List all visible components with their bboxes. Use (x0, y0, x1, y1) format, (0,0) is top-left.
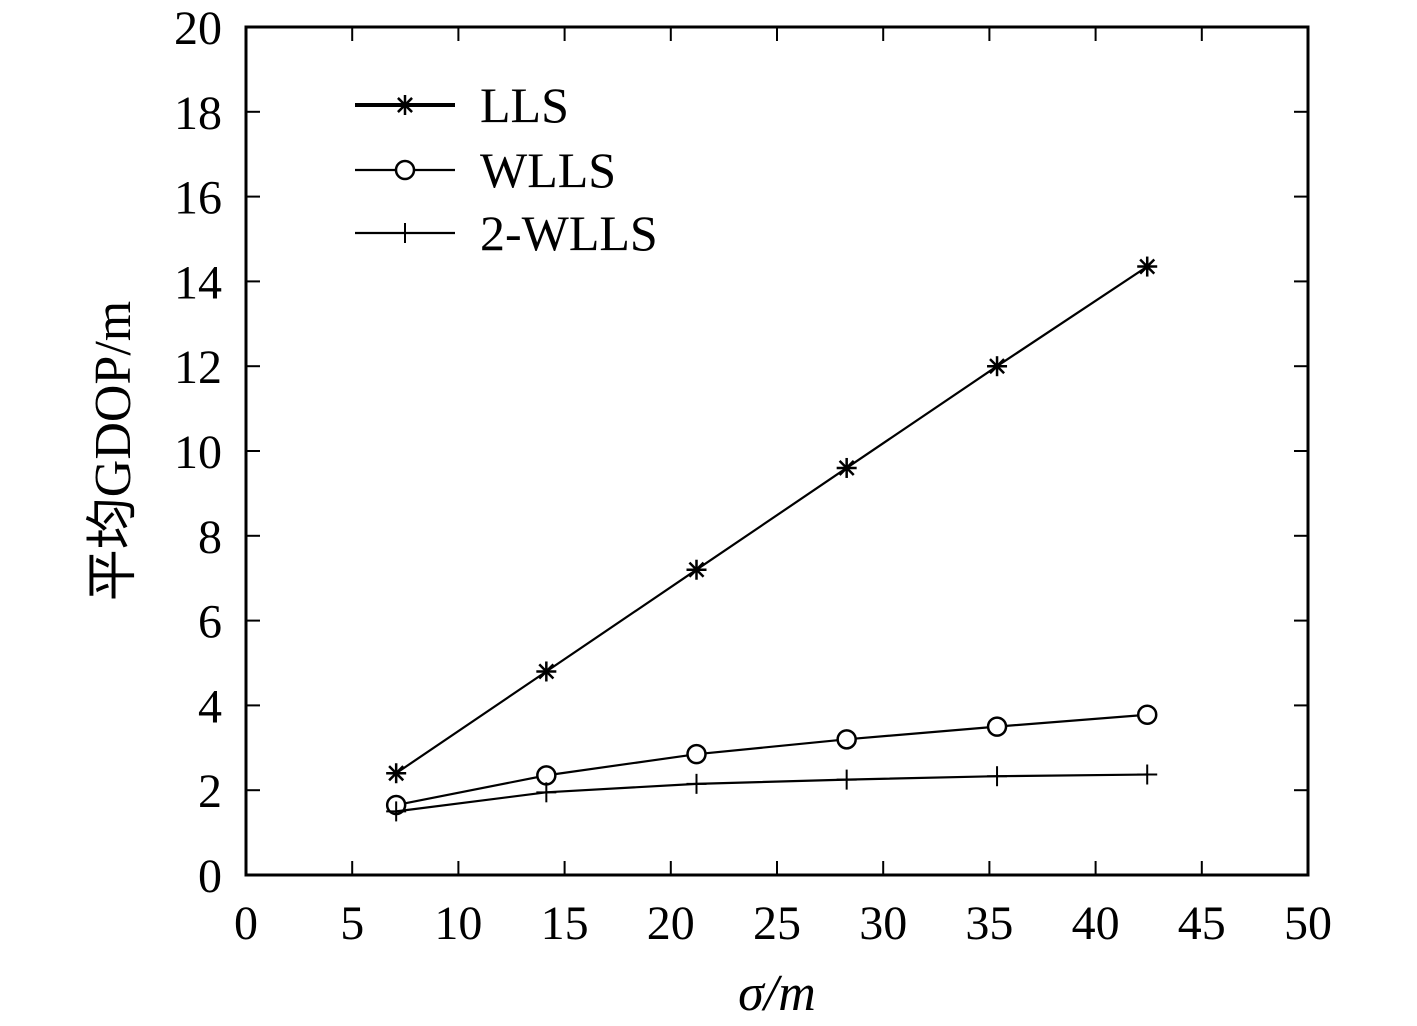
legend-marker-lls (395, 95, 415, 115)
legend-marker-2-wlls (395, 223, 415, 243)
x-tick-label: 35 (965, 897, 1013, 950)
circle-shape (1136, 704, 1158, 725)
y-tick-label: 14 (174, 256, 222, 309)
point-wlls (1136, 704, 1158, 725)
asterisk-stroke (388, 765, 405, 782)
x-tick-label: 25 (753, 897, 801, 950)
circle-shape (686, 743, 707, 765)
legend-marker-wlls (394, 159, 416, 181)
legend-item-lls: LLS (355, 77, 569, 133)
x-tick-label: 0 (234, 897, 258, 950)
circle-shape (986, 716, 1008, 737)
y-tick-label: 16 (174, 172, 222, 225)
circle-shape (394, 159, 416, 181)
point-wlls (686, 743, 707, 765)
point-lls (987, 356, 1008, 377)
point-2-wlls (686, 773, 707, 794)
point-2-wlls (1137, 764, 1158, 785)
circle-shape (536, 765, 557, 786)
asterisk-stroke (397, 97, 413, 113)
series-wlls (385, 704, 1158, 816)
series-line-lls (395, 265, 1148, 775)
y-tick-label: 10 (174, 426, 222, 479)
y-tick-label: 20 (174, 2, 222, 55)
y-tick-label: 12 (174, 341, 222, 394)
y-axis-title: 平均GDOP/m (85, 301, 142, 601)
legend: LLS WLLS 2-WLLS (355, 77, 658, 261)
series-line-wlls (395, 713, 1148, 807)
axis-ticks (245, 26, 1309, 876)
x-axis-title: σ/m (738, 965, 816, 1022)
x-tick-label: 45 (1178, 897, 1226, 950)
series-2-wlls (386, 764, 1158, 822)
y-tick-label: 6 (198, 596, 222, 649)
asterisk-stroke (688, 561, 705, 578)
point-wlls (536, 765, 557, 786)
asterisk-stroke (838, 460, 855, 476)
legend-label-2-wlls: 2-WLLS (480, 205, 658, 261)
point-lls (686, 559, 707, 580)
asterisk-stroke (1139, 258, 1156, 275)
x-tick-labels: 0 5 10 15 20 25 30 35 40 45 50 (234, 897, 1332, 950)
legend-item-wlls: WLLS (355, 142, 616, 198)
y-tick-label: 4 (198, 680, 222, 733)
point-2-wlls (536, 782, 557, 803)
point-lls (536, 661, 557, 682)
series-lls (386, 256, 1158, 784)
y-tick-label: 0 (198, 850, 222, 903)
point-2-wlls (836, 769, 857, 790)
x-tick-label: 30 (859, 897, 907, 950)
point-lls (1137, 256, 1158, 277)
x-tick-label: 15 (541, 897, 589, 950)
asterisk-stroke (989, 358, 1006, 375)
legend-item-2-wlls: 2-WLLS (355, 205, 658, 261)
point-2-wlls (987, 766, 1008, 787)
asterisk-stroke (538, 663, 555, 680)
x-tick-label: 10 (434, 897, 482, 950)
y-tick-label: 18 (174, 87, 222, 140)
y-tick-labels: 0 2 4 6 8 10 12 14 16 18 20 (174, 2, 222, 903)
point-2-wlls (386, 801, 407, 822)
x-tick-label: 20 (647, 897, 695, 950)
circle-shape (836, 729, 857, 750)
legend-label-lls: LLS (480, 77, 569, 133)
x-tick-label: 40 (1072, 897, 1120, 950)
point-wlls (986, 716, 1008, 737)
point-lls (836, 457, 857, 478)
plot-frame (244, 25, 1310, 877)
x-tick-label: 5 (340, 897, 364, 950)
legend-label-wlls: WLLS (480, 142, 616, 198)
series-group (385, 256, 1158, 822)
y-tick-label: 8 (198, 511, 222, 564)
series-line-2-wlls (396, 773, 1148, 813)
x-tick-label: 50 (1284, 897, 1332, 950)
point-lls (386, 763, 407, 784)
y-tick-label: 2 (198, 765, 222, 818)
point-wlls (836, 729, 857, 750)
